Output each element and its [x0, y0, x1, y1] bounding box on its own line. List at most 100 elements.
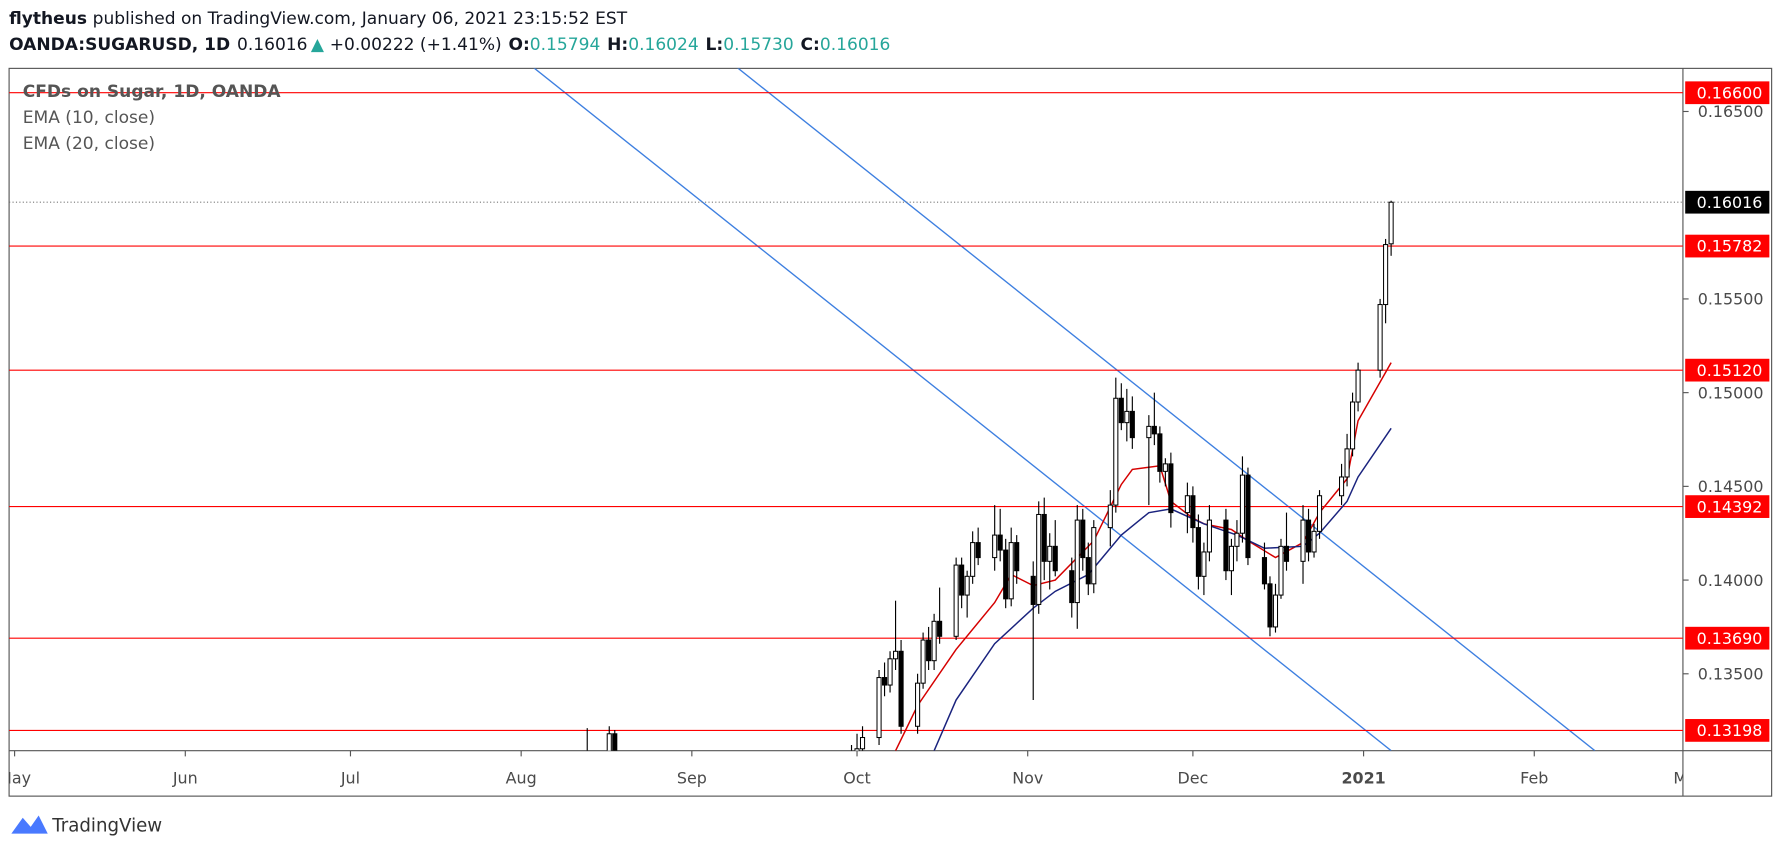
legend-entry: EMA (10, close)	[23, 108, 155, 128]
level-label-box	[1685, 234, 1770, 258]
candle	[1223, 508, 1229, 581]
x-tick-label: May	[0, 769, 31, 788]
up-arrow: ▲	[311, 35, 325, 55]
candle-body	[1129, 410, 1135, 439]
level-label-box	[1685, 81, 1770, 105]
candle	[1195, 514, 1201, 590]
candle-body	[920, 639, 926, 684]
candle	[1278, 538, 1284, 599]
x-tick-label: Jul	[340, 769, 360, 788]
x-tick-label: Mar	[1673, 769, 1703, 788]
candle-body	[1272, 594, 1279, 628]
candle	[586, 728, 588, 751]
candle	[1239, 456, 1246, 543]
candle	[1118, 383, 1124, 431]
candle	[1074, 505, 1080, 629]
candle	[876, 670, 882, 746]
candle-body	[915, 682, 921, 727]
candle	[1311, 523, 1317, 558]
candle-body	[1107, 504, 1113, 529]
candle	[1316, 490, 1323, 539]
candle	[881, 662, 888, 697]
candle-body	[1339, 476, 1345, 497]
x-tick-label: Nov	[1012, 769, 1043, 788]
ohlc-value: 0.15794	[530, 35, 601, 55]
candle	[1041, 497, 1047, 581]
candle-body	[893, 650, 899, 660]
candle-body	[1388, 201, 1394, 245]
candle-body	[887, 658, 893, 686]
candle	[1355, 362, 1361, 412]
candle-body	[1168, 463, 1174, 514]
candle-body	[931, 620, 937, 662]
candle	[1267, 576, 1273, 637]
author: flytheus	[9, 9, 87, 29]
candle-body	[1311, 530, 1317, 553]
level-label-box	[1685, 626, 1770, 650]
level-label: 0.15782	[1697, 237, 1763, 256]
candle	[1339, 463, 1345, 506]
candle	[1201, 542, 1207, 596]
candle	[1206, 505, 1212, 562]
candle	[937, 587, 943, 644]
candle	[1030, 561, 1036, 701]
published: published on TradingView.com, January 06…	[93, 9, 628, 29]
candle	[1245, 467, 1251, 566]
legend: CFDs on Sugar, 1D, OANDA EMA (10, close)…	[23, 82, 282, 154]
candle-body	[1234, 532, 1240, 547]
candle-body	[1350, 401, 1356, 450]
candle-body	[1003, 549, 1009, 600]
candle	[1228, 538, 1234, 596]
candle	[1184, 482, 1190, 534]
candle-body	[1008, 542, 1014, 600]
ohlc-label: H:	[607, 35, 628, 55]
candle	[1234, 520, 1240, 562]
candle-body	[1118, 397, 1124, 424]
candle	[1283, 512, 1290, 571]
candle-body	[898, 650, 904, 727]
y-tick-label: 0.16500	[1698, 102, 1764, 121]
time-axis: May Jun Jul Aug Sep Oct Nov Dec 2021 Feb Mar	[0, 750, 1703, 788]
trend-line	[737, 68, 1596, 751]
candle	[1261, 542, 1268, 590]
candle	[1146, 415, 1152, 506]
candle	[920, 632, 926, 689]
ohlc-label: O:	[508, 35, 529, 55]
candle	[1300, 505, 1306, 584]
candle-body	[1052, 545, 1058, 572]
candle-body	[1223, 519, 1229, 572]
x-tick-label: Oct	[843, 769, 871, 788]
candle-body	[1124, 410, 1130, 424]
x-tick-label: Sep	[677, 769, 707, 788]
candle	[959, 557, 965, 609]
candle	[953, 557, 959, 641]
candle-body	[1267, 583, 1273, 628]
candle-body	[1239, 474, 1246, 534]
symbol-line: OANDA:SUGARUSD, 1D 0.16016 ▲ +0.00222 (+1.4…	[9, 35, 890, 55]
level-label-box	[1685, 719, 1770, 742]
candle-body	[881, 677, 888, 686]
candle-body	[1355, 369, 1361, 403]
candle	[1388, 200, 1394, 256]
last-price-box	[1685, 190, 1770, 214]
candle-body	[1085, 557, 1091, 585]
candle-body	[1074, 519, 1080, 604]
level-label: 0.13690	[1697, 629, 1763, 648]
plot-area	[9, 68, 1683, 751]
candle	[1305, 508, 1312, 562]
trend-line	[533, 68, 1392, 751]
brand-icon	[11, 815, 48, 834]
last-price: 0.16016	[237, 35, 308, 55]
candle	[1052, 520, 1058, 577]
candle-body	[1278, 545, 1284, 596]
candle-body	[1377, 304, 1383, 371]
y-tick-label: 0.14500	[1698, 477, 1764, 496]
candle-body	[964, 575, 970, 596]
candle	[1129, 396, 1135, 449]
price-axis: 0.16500 0.15500 0.15000 0.14500 0.14000 0.135…	[1682, 81, 1770, 742]
candle-body	[854, 748, 860, 751]
ohlc-value: 0.16024	[628, 35, 699, 55]
ohlc-label: L:	[706, 35, 724, 55]
brand-name: TradingView	[51, 815, 162, 836]
